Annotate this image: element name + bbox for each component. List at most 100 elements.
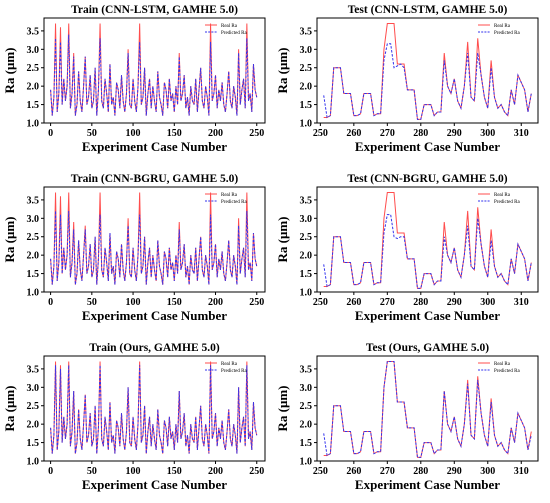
chart-title: Train (Ours, GAMHE 5.0) — [89, 342, 220, 354]
x-tick-label: 300 — [480, 466, 495, 477]
x-tick-label: 0 — [48, 297, 53, 308]
y-tick-label: 2.5 — [300, 63, 313, 74]
plot-frame — [43, 355, 266, 462]
x-tick-label: 250 — [249, 128, 264, 139]
y-tick-label: 2.0 — [27, 82, 40, 93]
y-axis-label: Ra (μm) — [275, 386, 290, 432]
series-line-predicted-ra — [323, 361, 532, 458]
legend-label: Predicted Ra — [494, 200, 520, 205]
x-tick-label: 310 — [514, 466, 529, 477]
x-tick-label: 290 — [447, 466, 462, 477]
y-tick-label: 2.0 — [300, 251, 313, 262]
series-line-predicted-ra — [323, 43, 532, 120]
x-axis-label: Experiment Case Number — [82, 308, 227, 323]
y-tick-label: 3.5 — [27, 195, 40, 206]
legend-label: Real Ra — [221, 362, 238, 367]
legend-label: Real Ra — [494, 24, 511, 29]
x-axis-label: Experiment Case Number — [82, 477, 227, 492]
x-tick-label: 150 — [167, 128, 182, 139]
x-tick-label: 100 — [126, 297, 141, 308]
y-tick-label: 2.5 — [27, 232, 40, 243]
x-tick-label: 250 — [313, 128, 328, 139]
y-tick-label: 1.5 — [300, 269, 313, 280]
plot-frame — [316, 355, 539, 462]
y-tick-label: 2.5 — [27, 63, 40, 74]
y-tick-label: 1.0 — [27, 457, 40, 468]
x-tick-label: 200 — [208, 128, 223, 139]
x-tick-label: 50 — [87, 128, 97, 139]
x-tick-label: 260 — [346, 297, 361, 308]
y-axis-label: Ra (μm) — [2, 48, 17, 94]
x-tick-label: 300 — [480, 128, 495, 139]
chart-title: Train (CNN-BGRU, GAMHE 5.0) — [71, 173, 239, 185]
x-tick-label: 310 — [514, 297, 529, 308]
y-tick-label: 3.0 — [27, 45, 40, 56]
x-tick-label: 280 — [413, 297, 428, 308]
y-axis-label: Ra (μm) — [2, 217, 17, 263]
x-tick-label: 50 — [87, 297, 97, 308]
x-tick-label: 0 — [48, 466, 53, 477]
y-tick-label: 2.0 — [27, 251, 40, 262]
x-tick-label: 270 — [380, 128, 395, 139]
chart-panel-3: Test (CNN-BGRU, GAMHE 5.0) 250 260 270 280 29… — [275, 173, 539, 323]
y-tick-label: 2.5 — [300, 232, 313, 243]
y-axis-label: Ra (μm) — [275, 217, 290, 263]
y-tick-label: 3.5 — [300, 364, 313, 375]
x-tick-label: 270 — [380, 466, 395, 477]
chart-panel-1: Test (CNN-LSTM, GAMHE 5.0) 250 260 270 280 29… — [275, 4, 539, 154]
chart-title: Train (CNN-LSTM, GAMHE 5.0) — [71, 4, 238, 16]
x-tick-label: 200 — [208, 466, 223, 477]
x-tick-label: 310 — [514, 128, 529, 139]
chart-title: Test (CNN-BGRU, GAMHE 5.0) — [347, 173, 507, 185]
series-line-predicted-ra — [323, 214, 532, 289]
x-tick-label: 0 — [48, 128, 53, 139]
x-tick-label: 290 — [447, 128, 462, 139]
x-tick-label: 250 — [249, 297, 264, 308]
legend-label: Predicted Ra — [221, 369, 247, 374]
y-tick-label: 2.5 — [300, 401, 313, 412]
y-tick-label: 1.5 — [27, 100, 40, 111]
y-tick-label: 3.5 — [300, 195, 313, 206]
x-tick-label: 200 — [208, 297, 223, 308]
x-tick-label: 300 — [480, 297, 495, 308]
y-tick-label: 1.5 — [300, 438, 313, 449]
y-tick-label: 1.0 — [300, 119, 313, 130]
legend-label: Real Ra — [494, 362, 511, 367]
x-tick-label: 280 — [413, 128, 428, 139]
y-tick-label: 2.0 — [300, 420, 313, 431]
plot-frame — [316, 186, 539, 293]
chart-panel-0: Train (CNN-LSTM, GAMHE 5.0) 0 50 100 150 200 2… — [2, 4, 266, 154]
y-tick-label: 3.5 — [300, 26, 313, 37]
chart-panel-4: Train (Ours, GAMHE 5.0) 0 50 100 150 200 250 1.… — [2, 342, 266, 492]
legend-label: Predicted Ra — [221, 200, 247, 205]
plot-frame — [43, 17, 266, 124]
x-axis-label: Experiment Case Number — [355, 477, 500, 492]
y-tick-label: 1.0 — [27, 288, 40, 299]
x-tick-label: 280 — [413, 466, 428, 477]
series-line-predicted-ra — [50, 210, 258, 285]
y-tick-label: 1.0 — [27, 119, 40, 130]
x-tick-label: 50 — [87, 466, 97, 477]
y-axis-label: Ra (μm) — [275, 48, 290, 94]
legend-label: Real Ra — [221, 24, 238, 29]
y-tick-label: 3.5 — [27, 364, 40, 375]
y-tick-label: 1.5 — [27, 269, 40, 280]
y-tick-label: 3.0 — [27, 383, 40, 394]
y-tick-label: 2.0 — [27, 420, 40, 431]
x-tick-label: 250 — [313, 297, 328, 308]
y-tick-label: 3.0 — [300, 214, 313, 225]
x-tick-label: 290 — [447, 297, 462, 308]
legend-label: Real Ra — [221, 193, 238, 198]
x-axis-label: Experiment Case Number — [355, 308, 500, 323]
x-tick-label: 100 — [126, 466, 141, 477]
chart-panel-5: Test (Ours, GAMHE 5.0) 250 260 270 280 290 300… — [275, 342, 539, 492]
series-line-real-ra — [50, 361, 258, 454]
x-tick-label: 100 — [126, 128, 141, 139]
legend-label: Predicted Ra — [221, 31, 247, 36]
x-tick-label: 250 — [313, 466, 328, 477]
legend-label: Predicted Ra — [494, 31, 520, 36]
x-tick-label: 260 — [346, 128, 361, 139]
x-axis-label: Experiment Case Number — [355, 139, 500, 154]
series-line-predicted-ra — [50, 365, 258, 454]
y-tick-label: 1.0 — [300, 288, 313, 299]
